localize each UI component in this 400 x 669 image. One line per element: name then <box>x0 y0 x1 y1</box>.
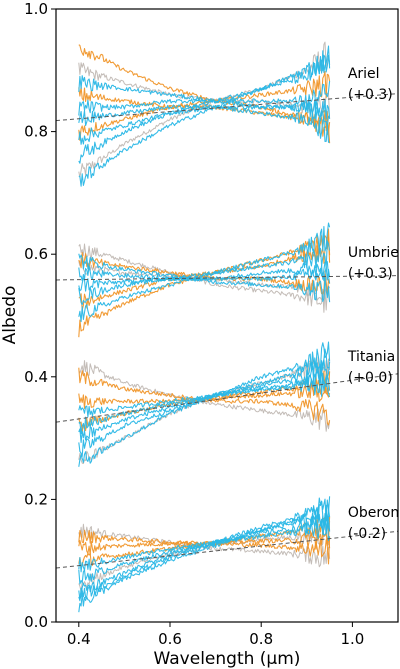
ticks-layer: 0.4 0.6 0.8 1.0 0.0 0.2 0.4 0.6 0.8 1.0 <box>24 0 364 648</box>
moon-labels-layer: Ariel (+0.3) Umbriel (+0.3) Titania (+0.0) Obe… <box>347 66 400 542</box>
titania-spectrum-cyan-5 <box>78 341 331 467</box>
titania-spectrum-cyan-9 <box>78 370 331 418</box>
umbriel-spectrum-cyan-6 <box>78 240 331 306</box>
y-tick-label: 0.2 <box>24 490 48 508</box>
x-axis-title: Wavelength (μm) <box>154 649 301 669</box>
oberon-fit-line <box>56 530 398 569</box>
titania-fit-line <box>56 373 398 423</box>
x-tick-label: 0.6 <box>158 630 182 648</box>
oberon-spectrum-cyan-9 <box>78 497 331 602</box>
umbriel-spectrum-cyan-5 <box>78 222 331 323</box>
y-tick-label: 0.8 <box>24 123 48 141</box>
y-axis-title: Albedo <box>0 286 20 345</box>
ariel-label: Ariel <box>348 66 380 82</box>
oberon-offset-label: (-0.2) <box>348 526 386 542</box>
titania-offset-label: (+0.0) <box>348 370 393 386</box>
oberon-spectrum-cyan-8 <box>78 512 331 573</box>
umbriel-label: Umbriel <box>348 245 400 261</box>
ariel-offset-label: (+0.3) <box>348 87 393 103</box>
umbriel-offset-label: (+0.3) <box>348 266 393 282</box>
x-tick-label: 0.4 <box>67 630 91 648</box>
x-tick-label: 0.8 <box>249 630 273 648</box>
ariel-fit-line <box>56 93 398 122</box>
ariel-spectrum-cyan-6 <box>78 75 331 109</box>
fit-lines-layer <box>56 93 398 569</box>
plot-frame <box>55 8 399 623</box>
x-tick-label: 1.0 <box>340 630 364 648</box>
ariel-spectrum-orange-0 <box>78 44 331 144</box>
titania-label: Titania <box>347 349 395 365</box>
umbriel-fit-line <box>56 275 398 281</box>
ariel-spectrum-cyan-10 <box>78 54 331 164</box>
y-tick-label: 0.0 <box>24 613 48 631</box>
series-layer <box>78 41 331 613</box>
oberon-spectrum-cyan-5 <box>78 496 331 613</box>
umbriel-spectrum-gray-3 <box>78 243 331 313</box>
y-tick-label: 1.0 <box>24 0 48 18</box>
oberon-label: Oberon <box>348 505 399 521</box>
umbriel-spectrum-cyan-9 <box>78 253 331 303</box>
ariel-spectrum-cyan-5 <box>78 45 331 187</box>
y-tick-label: 0.6 <box>24 245 48 263</box>
y-tick-label: 0.4 <box>24 368 48 386</box>
